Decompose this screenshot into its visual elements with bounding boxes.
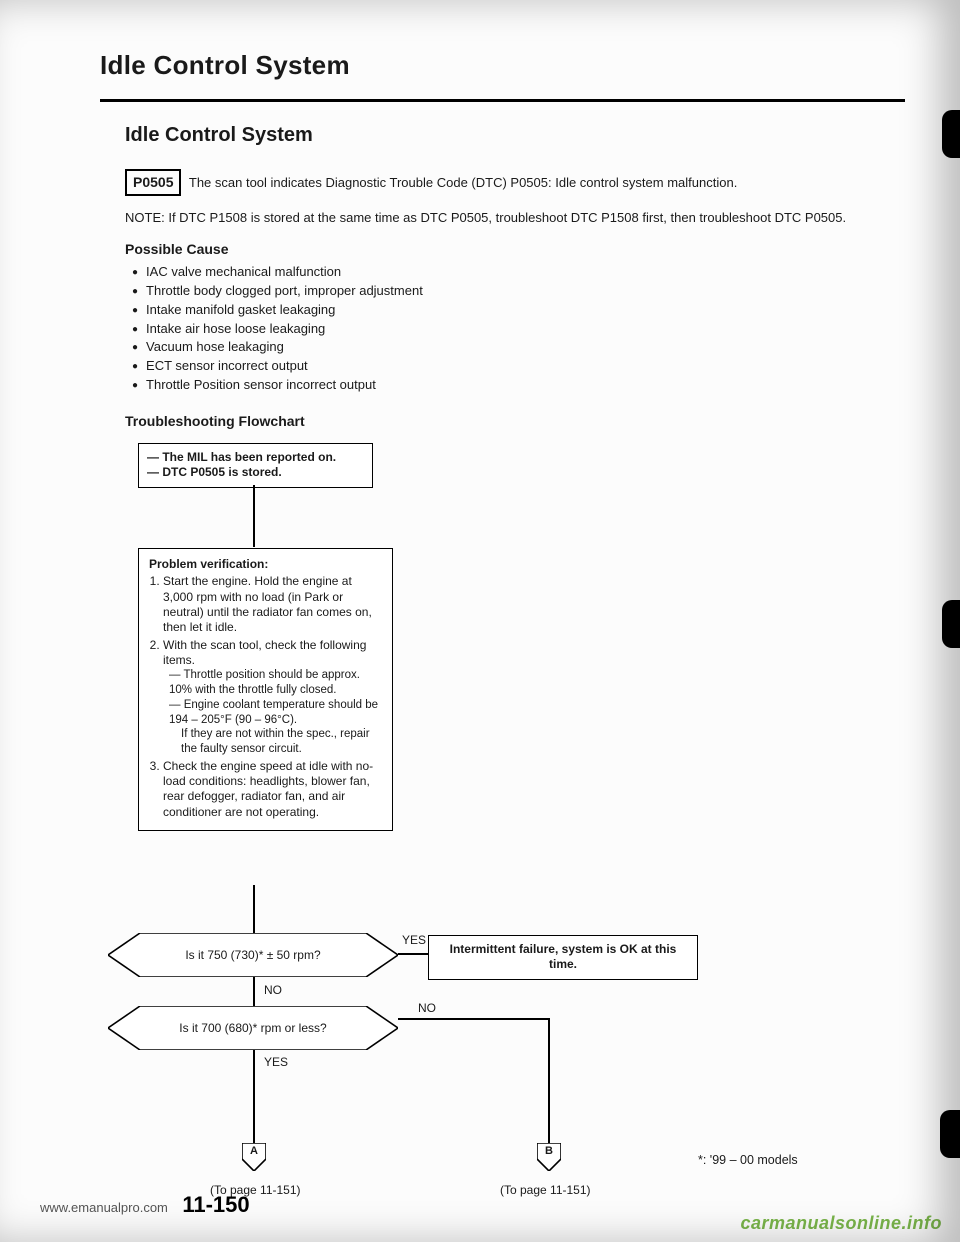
list-item: Intake manifold gasket leakaging	[132, 301, 905, 320]
binder-tab	[942, 600, 960, 648]
connector	[253, 885, 255, 935]
page-ref-b-letter: B	[537, 1145, 561, 1157]
page-title: Idle Control System	[100, 50, 905, 81]
flow-start-l1: — The MIL has been reported on.	[147, 450, 336, 464]
watermark: carmanualsonline.info	[740, 1213, 942, 1234]
models-note: *: '99 – 00 models	[698, 1153, 798, 1167]
list-item: Throttle body clogged port, improper adj…	[132, 282, 905, 301]
possible-cause-heading: Possible Cause	[125, 241, 905, 257]
dtc-code-box: P0505	[125, 169, 181, 196]
connector	[253, 485, 255, 547]
section-title: Idle Control System	[125, 124, 905, 147]
label-yes: YES	[402, 933, 426, 947]
list-item: IAC valve mechanical malfunction	[132, 263, 905, 282]
label-no: NO	[264, 983, 282, 997]
label-no: NO	[418, 1001, 436, 1015]
dtc-text: The scan tool indicates Diagnostic Troub…	[189, 175, 737, 190]
connector	[548, 1018, 550, 1146]
flowchart: — The MIL has been reported on. — DTC P0…	[138, 443, 905, 1213]
connector	[253, 977, 255, 1006]
title-rule	[100, 99, 905, 102]
list-item: ECT sensor incorrect output	[132, 357, 905, 376]
page-ref-a-letter: A	[242, 1145, 266, 1157]
flow-start-box: — The MIL has been reported on. — DTC P0…	[138, 443, 373, 488]
verification-step: Start the engine. Hold the engine at 3,0…	[163, 574, 382, 635]
note-line: NOTE: If DTC P1508 is stored at the same…	[125, 210, 905, 225]
list-item: Throttle Position sensor incorrect outpu…	[132, 376, 905, 395]
binder-tab	[940, 1110, 960, 1158]
label-yes: YES	[264, 1055, 288, 1069]
connector	[398, 1018, 548, 1020]
flow-start-l2: — DTC P0505 is stored.	[147, 465, 282, 479]
footer-url: www.emanualpro.com	[40, 1200, 168, 1215]
list-item: Vacuum hose leakaging	[132, 338, 905, 357]
verification-step: Check the engine speed at idle with no-l…	[163, 759, 382, 820]
list-item: Intake air hose loose leakaging	[132, 320, 905, 339]
verification-step: With the scan tool, check the following …	[163, 638, 382, 757]
verification-substep: — Engine coolant temperature should be 1…	[169, 698, 382, 727]
possible-cause-list: IAC valve mechanical malfunction Throttl…	[132, 263, 905, 395]
dtc-line: P0505 The scan tool indicates Diagnostic…	[125, 169, 905, 196]
connector	[253, 1050, 255, 1145]
verification-head: Problem verification:	[149, 557, 268, 571]
decision-2: Is it 700 (680)* rpm or less?	[108, 1006, 398, 1050]
verification-substep: — Throttle position should be approx. 10…	[169, 668, 382, 697]
flow-verification-box: Problem verification: Start the engine. …	[138, 548, 393, 831]
decision-1: Is it 750 (730)* ± 50 rpm?	[108, 933, 398, 977]
connector	[398, 953, 428, 955]
page-ref-b: B	[537, 1143, 561, 1171]
decision-1-text: Is it 750 (730)* ± 50 rpm?	[108, 933, 398, 977]
verification-substep: If they are not within the spec., repair…	[181, 727, 382, 756]
flow-result-box: Intermittent failure, system is OK at th…	[428, 935, 698, 980]
to-page-b: (To page 11-151)	[500, 1183, 591, 1197]
page-number: 11-150	[182, 1192, 249, 1217]
flowchart-heading: Troubleshooting Flowchart	[125, 413, 905, 429]
footer: www.emanualpro.com 11-150	[40, 1192, 250, 1218]
page-ref-a: A	[242, 1143, 266, 1171]
binder-tab	[942, 110, 960, 158]
decision-2-text: Is it 700 (680)* rpm or less?	[108, 1006, 398, 1050]
